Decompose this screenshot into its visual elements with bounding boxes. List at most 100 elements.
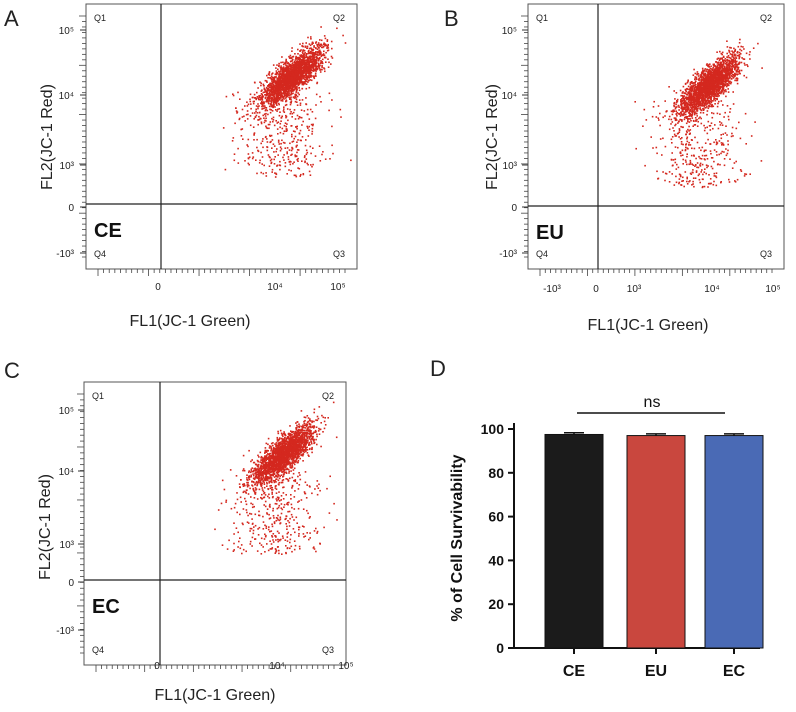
scatter-dot	[697, 105, 700, 108]
scatter-dot	[688, 99, 691, 101]
scatter-dot	[299, 175, 301, 177]
scatter-dot	[261, 104, 264, 106]
scatter-dot	[286, 62, 289, 65]
scatter-dot	[747, 65, 749, 68]
scatter-dot	[285, 100, 288, 102]
scatter-dot	[305, 87, 308, 90]
scatter-dot	[674, 117, 677, 119]
scatter-dot	[273, 86, 275, 88]
scatter-dot	[702, 93, 704, 96]
scatter-dot	[287, 79, 290, 81]
scatter-dot	[312, 67, 315, 69]
scatter-dot	[285, 125, 287, 128]
scatter-dot	[717, 74, 720, 76]
scatter-dot	[308, 170, 311, 173]
scatter-dot	[684, 92, 686, 94]
scatter-dot	[256, 138, 258, 141]
scatter-dot	[320, 54, 323, 56]
scatter-dot	[270, 158, 273, 161]
scatter-dot	[288, 169, 290, 171]
scatter-dot	[290, 66, 293, 69]
scatter-dot	[687, 119, 689, 121]
scatter-dot	[716, 69, 718, 71]
scatter-dot	[252, 102, 255, 105]
scatter-dot	[320, 43, 322, 46]
scatter-dot	[673, 90, 675, 92]
scatter-dot	[281, 98, 283, 101]
scatter-dot	[685, 88, 688, 90]
scatter-dot	[740, 69, 743, 72]
scatter-dot	[290, 111, 292, 113]
scatter-dot	[311, 111, 314, 113]
scatter-dot	[683, 107, 686, 110]
scatter-dot	[284, 165, 287, 168]
scatter-dot	[697, 75, 700, 77]
scatter-dot	[697, 83, 699, 85]
scatter-dot	[310, 61, 312, 63]
scatter-dot	[330, 63, 332, 65]
scatter-dot	[271, 110, 274, 112]
scatter-dot	[735, 77, 737, 80]
scatter-dot	[304, 80, 307, 83]
scatter-dot	[303, 76, 305, 78]
scatter-dot	[710, 92, 713, 94]
scatter-dot	[288, 94, 290, 96]
scatter-dot	[271, 139, 274, 141]
scatter-dot	[287, 62, 290, 64]
scatter-dot	[685, 93, 688, 96]
scatter-dot	[738, 54, 741, 56]
scatter-dot	[261, 101, 263, 104]
scatter-dot	[319, 45, 322, 48]
scatter-dot	[249, 100, 252, 103]
scatter-dot	[712, 66, 714, 69]
scatter-dot	[702, 77, 704, 79]
scatter-dot	[738, 57, 740, 60]
scatter-dot	[706, 96, 709, 98]
scatter-dot	[704, 76, 707, 79]
scatter-dot	[729, 76, 731, 79]
scatter-dot	[701, 90, 704, 93]
scatter-dot	[315, 51, 317, 53]
scatter-dot	[731, 75, 733, 78]
scatter-dot	[318, 63, 320, 66]
scatter-dot	[674, 98, 676, 100]
scatter-dot	[283, 106, 285, 108]
scatter-dot	[703, 82, 705, 84]
scatter-dot	[259, 98, 262, 101]
scatter-dot	[312, 124, 314, 127]
scatter-dot	[268, 84, 270, 86]
scatter-dot	[702, 70, 705, 72]
scatter-dot	[686, 81, 689, 84]
scatter-dot	[712, 77, 715, 79]
scatter-dot	[707, 87, 710, 90]
scatter-dot	[732, 73, 735, 76]
scatter-dot	[270, 77, 272, 80]
scatter-dot	[709, 78, 712, 80]
scatter-dot	[287, 65, 290, 67]
scatter-dot	[276, 92, 278, 95]
scatter-dot	[303, 75, 306, 77]
scatter-dot	[705, 99, 708, 102]
scatter-dot	[702, 83, 704, 85]
scatter-dot	[246, 101, 248, 103]
scatter-dot	[325, 61, 327, 63]
scatter-dot	[303, 110, 306, 112]
scatter-dot	[716, 67, 718, 70]
scatter-dot	[701, 86, 704, 89]
scatter-dot	[257, 105, 259, 108]
scatter-dot	[313, 59, 316, 62]
scatter-dot	[715, 66, 717, 69]
scatter-dot	[687, 79, 689, 82]
scatter-dot	[699, 90, 701, 92]
scatter-dot	[261, 163, 263, 165]
scatter-dot	[309, 47, 311, 50]
scatter-dot	[720, 61, 722, 64]
scatter-dot	[293, 161, 295, 163]
scatter-dot	[268, 165, 271, 167]
scatter-dot	[330, 55, 333, 58]
scatter-dot	[739, 38, 741, 41]
scatter-dot	[244, 120, 246, 122]
sample-label: CE	[94, 220, 122, 242]
scatter-dot	[286, 65, 288, 67]
scatter-dot	[318, 59, 320, 61]
